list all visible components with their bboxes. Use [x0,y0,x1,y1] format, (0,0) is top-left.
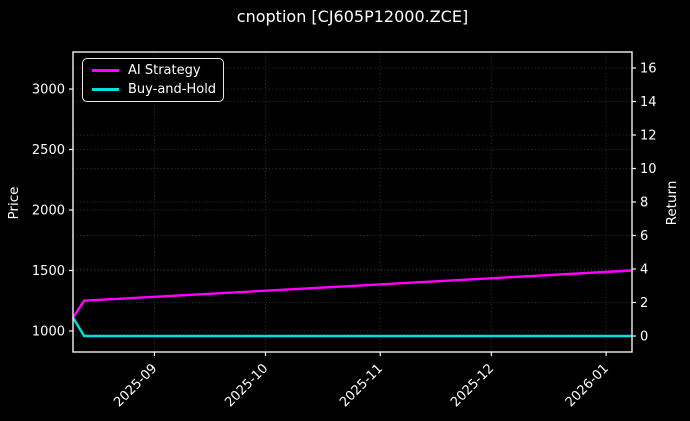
date-tick-label: 2026-01 [563,361,612,410]
legend-swatch-ai-strategy [92,69,119,72]
y-axis-label-price: Price [6,186,22,220]
price-tick-label: 1500 [32,264,65,279]
price-tick-label: 2000 [32,203,65,218]
date-tick-label: 2025-09 [111,361,160,410]
date-tick-label: 2025-10 [222,361,271,410]
legend-swatch-buy-and-hold [92,88,119,91]
y-axis-label-return: Return [664,180,680,226]
return-tick-label: 4 [640,263,648,278]
price-tick-label: 1000 [32,324,65,339]
return-tick-label: 0 [640,330,648,345]
date-tick-label: 2025-11 [337,361,386,410]
return-tick-label: 8 [640,196,648,211]
legend-label-ai-strategy: AI Strategy [128,63,201,78]
return-tick-label: 10 [640,162,657,177]
price-tick-label: 2500 [32,143,65,158]
return-tick-label: 12 [640,128,657,143]
date-tick-label: 2025-12 [448,361,497,410]
return-tick-label: 16 [640,61,657,76]
legend-item-ai-strategy: AI Strategy [92,63,223,78]
series-line-ai-strategy [71,269,633,319]
legend: AI Strategy Buy-and-Hold [82,58,224,102]
return-tick-label: 14 [640,95,657,110]
return-tick-label: 6 [640,229,648,244]
legend-label-buy-and-hold: Buy-and-Hold [128,82,217,97]
return-tick-label: 2 [640,296,648,311]
legend-item-buy-and-hold: Buy-and-Hold [92,82,223,97]
chart-title: cnoption [CJ605P12000.ZCE] [236,7,469,26]
price-tick-label: 3000 [32,83,65,98]
series-line-buy-and-hold [71,316,632,338]
